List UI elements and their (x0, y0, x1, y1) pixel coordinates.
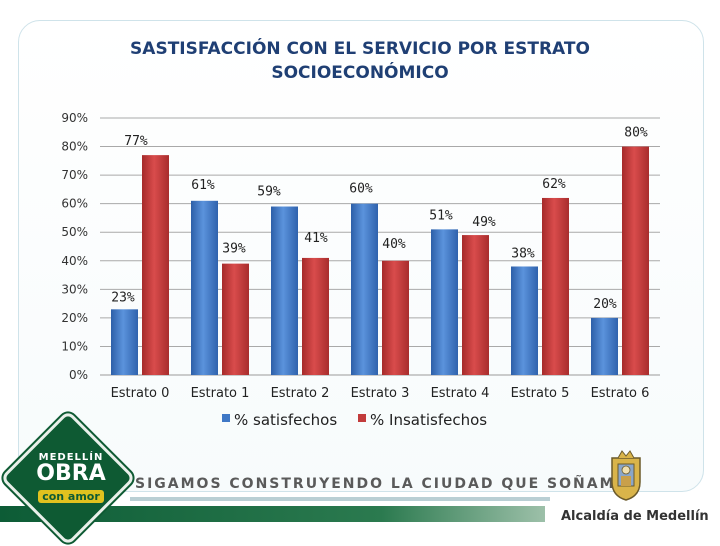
bar-insatisfechos (462, 235, 489, 375)
bar-satisfechos (271, 206, 298, 375)
x-tick-label: Estrato 3 (351, 386, 410, 401)
data-label: 49% (472, 215, 496, 230)
chart-title: SASTISFACCIÓN CON EL SERVICIO POR ESTRAT… (40, 37, 680, 85)
slogan-underline (130, 497, 550, 501)
x-tick-label: Estrato 4 (431, 386, 490, 401)
y-tick-label: 10% (61, 339, 88, 353)
bar-insatisfechos (382, 260, 409, 375)
data-label: 62% (542, 177, 566, 192)
data-label: 60% (349, 182, 373, 197)
x-tick-label: Estrato 2 (271, 386, 330, 401)
data-label: 23% (111, 290, 135, 305)
data-label: 39% (222, 242, 246, 257)
y-tick-label: 0% (69, 368, 88, 382)
logo-line-3: con amor (38, 490, 104, 503)
data-label: 80% (624, 126, 648, 141)
y-tick-label: 40% (61, 254, 88, 268)
logo-line-2: OBRA (36, 461, 106, 486)
y-tick-label: 20% (61, 311, 88, 325)
data-label: 77% (124, 134, 148, 149)
logo-line-1: MEDELLÍN (38, 452, 104, 463)
bar-insatisfechos (302, 257, 329, 375)
bar-satisfechos (111, 309, 138, 375)
data-label: 41% (304, 231, 328, 246)
city-crest-icon (611, 450, 641, 501)
bar-satisfechos (191, 200, 218, 375)
data-label: 51% (429, 208, 453, 223)
bar-insatisfechos (142, 155, 169, 375)
legend-label: % Insatisfechos (370, 411, 487, 429)
bar-satisfechos (431, 229, 458, 375)
legend-swatch (222, 414, 230, 422)
y-tick-label: 70% (61, 168, 88, 182)
mayor-office-label: Alcaldía de Medellín (561, 509, 709, 524)
bar-satisfechos (351, 203, 378, 375)
y-tick-label: 50% (61, 225, 88, 239)
data-label: 61% (191, 178, 215, 193)
bar-chart: 0% 10% 20% 30% 40% 50% 60% 70% 80% 90% 23% 77% Estr… (61, 111, 660, 429)
y-tick-label: 90% (61, 111, 88, 125)
data-label: 59% (257, 185, 281, 200)
chart-title-line-1: SASTISFACCIÓN CON EL SERVICIO POR ESTRAT… (130, 39, 590, 59)
legend-label: % satisfechos (234, 411, 337, 429)
bar-insatisfechos (622, 146, 649, 375)
bar-insatisfechos (542, 197, 569, 375)
y-tick-label: 30% (61, 282, 88, 296)
chart-title-line-2: SOCIOECONÓMICO (271, 63, 449, 83)
data-label: 40% (382, 237, 406, 252)
y-tick-label: 80% (61, 140, 88, 154)
x-tick-label: Estrato 0 (111, 386, 170, 401)
y-tick-label: 60% (61, 197, 88, 211)
bar-satisfechos (511, 266, 538, 375)
medellin-logo: MEDELLÍN OBRA con amor (30, 452, 112, 504)
footer-slogan: SIGAMOS CONSTRUYENDO LA CIUDAD QUE SOÑAM… (135, 476, 642, 492)
data-label: 38% (511, 246, 535, 261)
data-label: 20% (593, 297, 617, 312)
bar-satisfechos (591, 317, 618, 375)
footer-green-bar (0, 506, 545, 522)
x-tick-label: Estrato 6 (591, 386, 650, 401)
x-tick-label: Estrato 1 (191, 386, 250, 401)
bar-insatisfechos (222, 263, 249, 375)
x-tick-label: Estrato 5 (511, 386, 570, 401)
legend-swatch (358, 414, 366, 422)
